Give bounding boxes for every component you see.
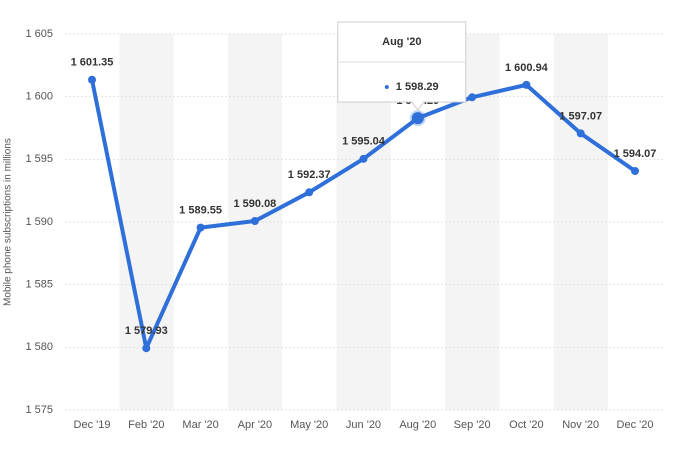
x-tick-label: May '20 [290,419,328,431]
data-label: 1 590.08 [233,198,276,210]
x-tick-label: Nov '20 [562,419,599,431]
tooltip-box [337,21,467,111]
point [359,154,368,163]
data-label: 1 601.35 [71,57,114,69]
y-tick-label: 1 580 [25,341,53,353]
x-tick-label: Feb '20 [128,419,164,431]
y-tick-label: 1 595 [25,153,53,165]
data-label: 1 600.94 [505,62,549,74]
data-label: 1 589.55 [179,205,222,217]
y-tick-label: 1 600 [25,91,53,103]
y-tick-label: 1 605 [25,28,53,40]
x-tick-label: Jun '20 [346,419,381,431]
y-tick-label: 1 575 [25,404,53,416]
y-tick-label: 1 585 [25,279,53,291]
x-tick-label: Dec '20 [617,419,654,431]
x-tick-label: Apr '20 [238,419,273,431]
point [411,112,424,125]
x-tick-label: Dec '19 [74,419,111,431]
point [576,129,585,138]
data-label: 1 594.07 [614,148,657,160]
point [196,223,205,232]
data-label: 1 595.04 [342,136,386,148]
y-tick-label: 1 590 [25,216,53,228]
y-axis-label: Mobile phone subscriptions in millions [3,138,14,306]
data-label: 1 597.07 [559,110,602,122]
tooltip-dot [384,85,389,89]
x-tick-label: Mar '20 [182,419,218,431]
x-tick-label: Aug '20 [399,419,436,431]
point [468,93,477,102]
point [305,188,314,197]
point [631,166,639,175]
data-label: 1 592.37 [288,169,331,181]
x-tick-label: Oct '20 [509,419,544,431]
data-label: 1 579.93 [125,325,168,337]
tooltip-value: 1 598.29 [396,81,439,93]
tooltip-title: Aug '20 [382,36,421,48]
point [142,344,151,353]
point [250,216,259,225]
x-tick-label: Sep '20 [454,419,491,431]
point [88,75,96,84]
point [522,80,531,89]
